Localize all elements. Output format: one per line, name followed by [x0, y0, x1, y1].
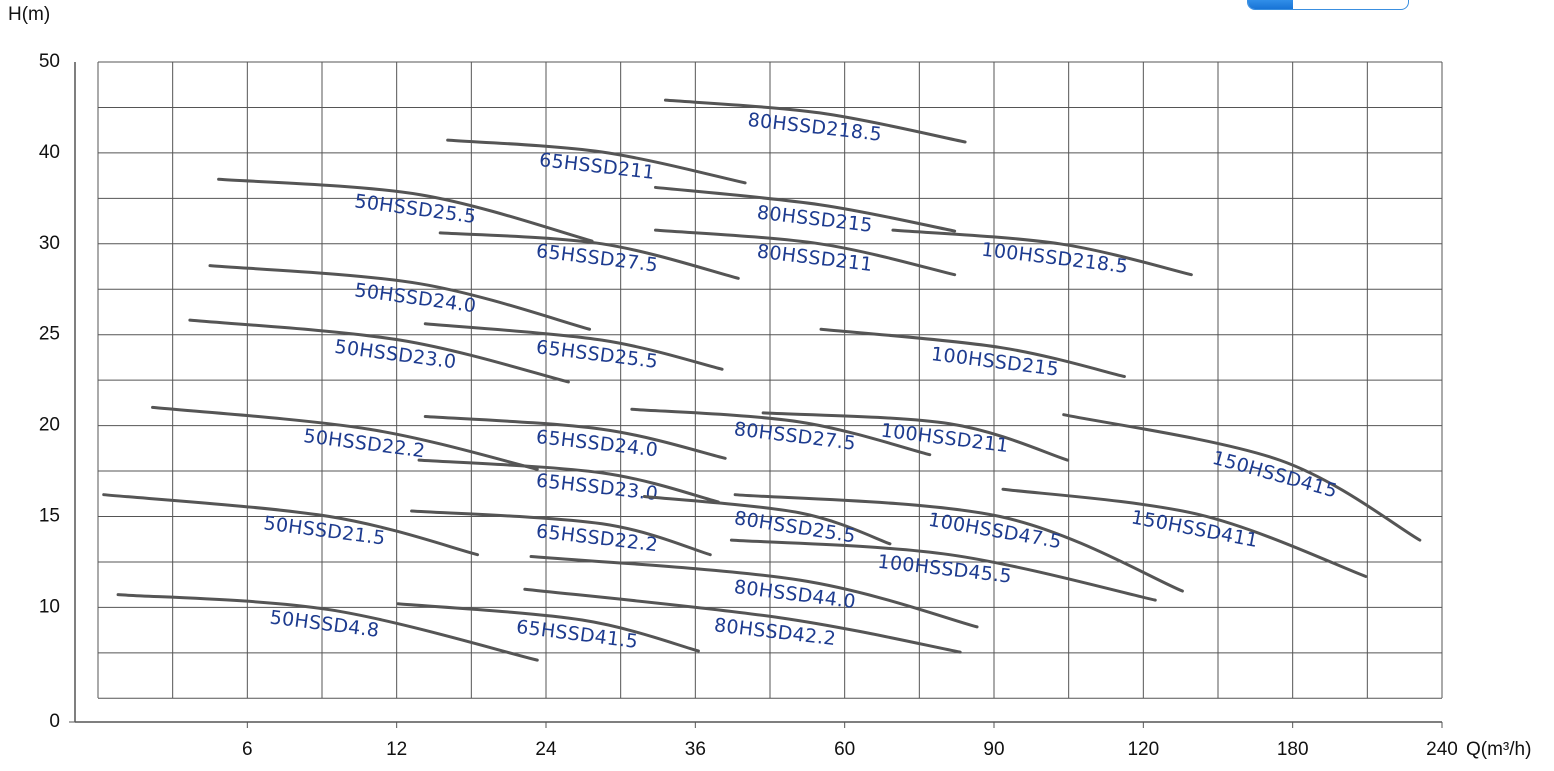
curve-label: 100HSSD215: [930, 343, 1060, 381]
pump-curve: [188, 318, 570, 384]
pump-curve: [523, 587, 962, 654]
curve-label: 100HSSD45.5: [876, 551, 1013, 588]
curve-label: 50HSSD25.5: [353, 190, 477, 228]
y-tick-label: 20: [39, 415, 60, 436]
pump-curve: [663, 98, 967, 144]
curve-label: 150HSSD415: [1210, 447, 1340, 503]
pump-curve: [417, 458, 720, 504]
button-fill: [1248, 0, 1293, 9]
pump-curve: [654, 228, 957, 277]
pump-curve: [423, 415, 727, 460]
curve-label: 80HSSD42.2: [713, 614, 837, 650]
pump-curve: [208, 264, 592, 331]
pump-curve: [151, 405, 539, 471]
pump-curve: [116, 593, 539, 662]
curve-label: 50HSSD4.8: [269, 606, 381, 641]
y-tick-label: 40: [39, 142, 60, 163]
curve-label: 65HSSD24.0: [535, 426, 659, 461]
curve-label: 80HSSD211: [756, 241, 874, 277]
curve-label: 80HSSD27.5: [733, 418, 857, 455]
y-tick-label: 50: [39, 51, 60, 72]
pump-curve: [819, 327, 1126, 379]
y-tick-label: 10: [39, 596, 60, 617]
curve-label: 65HSSD25.5: [535, 336, 659, 373]
pump-curve: [729, 538, 1157, 602]
y-axis-title: H(m): [8, 4, 50, 25]
pump-curve: [761, 411, 1070, 462]
curve-label: 80HSSD215: [756, 202, 874, 237]
pump-curve: [1001, 487, 1368, 578]
pump-curve: [529, 554, 979, 629]
pump-curve: [396, 602, 700, 653]
curve-label: 50HSSD24.0: [353, 279, 477, 317]
pump-curve: [446, 138, 747, 185]
curve-label: 80HSSD218.5: [747, 109, 884, 146]
x-tick-label: 180: [1277, 739, 1309, 760]
x-tick-label: 60: [834, 739, 855, 760]
x-tick-label: 12: [386, 739, 407, 760]
pump-curve: [410, 509, 712, 557]
curve-label: 65HSSD22.2: [535, 520, 659, 556]
y-tick-label: 30: [39, 233, 60, 254]
x-tick-label: 90: [983, 739, 1004, 760]
pump-curve: [1062, 413, 1422, 542]
pump-curve: [630, 407, 932, 457]
curve-label: 50HSSD22.2: [302, 425, 426, 462]
y-tick-label: 15: [39, 506, 60, 527]
curve-label: 65HSSD27.5: [535, 240, 659, 277]
pump-curve: [423, 322, 724, 371]
x-axis-title: Q(m³/h): [1466, 739, 1531, 760]
curve-label: 50HSSD21.5: [262, 512, 386, 549]
x-tick-label: 6: [242, 739, 253, 760]
y-tick-label: 0: [49, 711, 60, 732]
curve-label: 50HSSD23.0: [333, 336, 457, 374]
y-tick-label: 25: [39, 324, 60, 345]
pump-curve: [733, 493, 1184, 593]
x-tick-label: 36: [685, 739, 706, 760]
x-tick-label: 120: [1127, 739, 1159, 760]
x-tick-label: 240: [1426, 739, 1458, 760]
pump-curve: [891, 228, 1193, 277]
pump-curve: [654, 185, 957, 233]
pump-curve: [438, 231, 740, 280]
x-tick-label: 24: [535, 739, 557, 760]
pump-curve: [102, 493, 480, 557]
pump-curve: [642, 495, 892, 546]
pump-curve: [217, 177, 594, 243]
curve-label: 65HSSD23.0: [535, 470, 659, 505]
curve-label: 65HSSD211: [538, 149, 656, 184]
